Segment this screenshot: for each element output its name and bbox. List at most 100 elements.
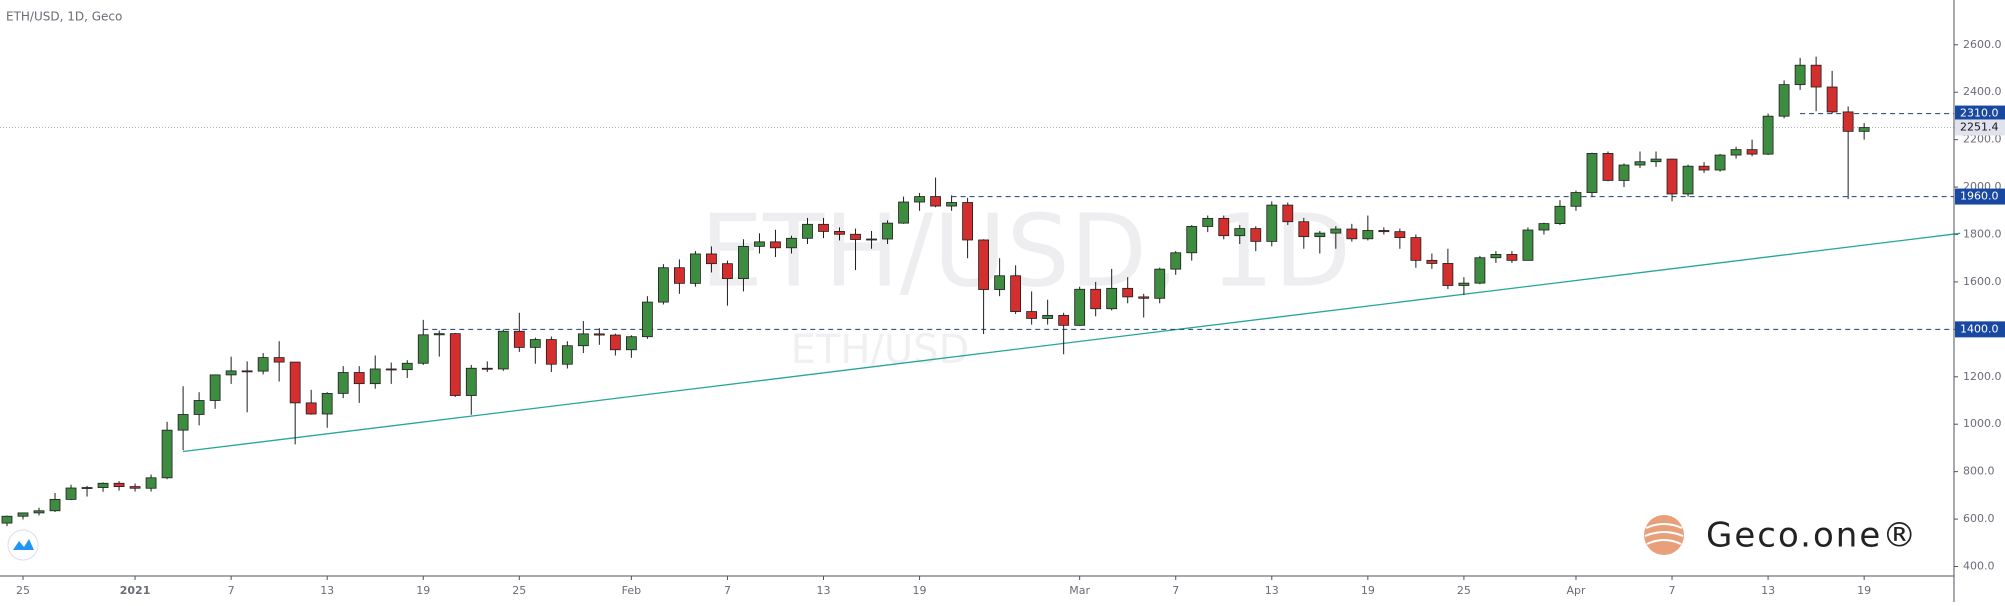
candle-body [866,238,877,241]
candle-body [1330,228,1342,234]
candle-body [257,357,269,372]
candle-body [1090,288,1102,310]
candle-body [1474,257,1486,284]
candle-body [1106,287,1118,310]
candle-body [1698,165,1710,171]
x-tick-label: Mar [1069,584,1090,597]
logo-icon [1644,515,1684,555]
candle-body [1666,158,1678,195]
candle-body [1506,254,1518,261]
x-tick-label: 13 [1265,584,1279,597]
candle-body [1074,288,1086,326]
candle-body [738,245,749,280]
candle-body [305,402,317,415]
candle-body [1122,287,1134,298]
x-tick-label: Feb [622,584,641,597]
candle-body [706,253,717,265]
candle-body [722,263,733,280]
candle-body [1234,228,1246,237]
candle-body [33,510,45,514]
candle-body [1202,217,1214,227]
candle-body [1,515,13,524]
candle-body [577,333,589,347]
candle-body [1826,86,1838,113]
candle-body [690,253,701,284]
candle-body [674,267,685,284]
level-label-box [1955,321,2005,338]
x-tick-label: 13 [320,584,334,597]
candle-body [978,239,989,290]
x-tick-label: 7 [1669,584,1676,597]
candle-body [962,202,973,241]
tv-icon [7,529,39,561]
candle-body [1218,217,1230,237]
candle-body [1314,232,1326,238]
candle-body [1778,84,1790,117]
candle-body [1650,158,1662,163]
candle-body [1490,254,1502,259]
candle-body [513,330,525,348]
candle-body [289,361,301,404]
candle-body [1442,263,1454,286]
candle-body [1618,164,1630,181]
candle-body [97,482,109,488]
candle-body [1586,153,1598,193]
candle-body [1362,230,1374,240]
y-tick-label: 1800.0 [1963,228,2002,241]
x-tick-label: 19 [913,584,927,597]
chart-title: ETH/USD, 1D, Geco [6,10,122,24]
candle-body [465,367,477,396]
candle-body [1426,259,1438,264]
trendline [183,232,1961,453]
x-tick-label: 13 [1761,584,1775,597]
x-tick-label: 25 [16,584,30,597]
x-tick-label: 19 [1857,584,1871,597]
candle-body [930,196,941,207]
candle-body [786,237,797,249]
candle-body [161,429,173,479]
last-price-box [1955,119,2005,136]
candle-body [1282,204,1294,223]
candle-body [914,196,925,203]
level-label: 2310.0 [1960,107,1999,120]
candle-body [241,370,253,373]
candle-body [1266,204,1278,242]
y-tick-label: 2600.0 [1963,38,2002,51]
candle-body [1042,314,1054,319]
candle-body [1138,296,1150,299]
candle-body [385,368,397,371]
candle-body [593,333,605,336]
candle-body [561,345,573,365]
candle-body [337,372,349,394]
candle-body [129,486,141,489]
candle-body [754,241,765,247]
candle-body [353,372,365,385]
candle-body [1026,311,1038,319]
candle-body [49,498,61,512]
candle-body [770,241,781,249]
candle-body [81,487,93,489]
candle-body [113,482,125,487]
candle-body [401,362,413,371]
candle-body [850,233,861,240]
candle-body [273,357,285,363]
candle-body [1378,230,1390,233]
candle-body [1058,314,1070,326]
candle-body [481,367,493,370]
candle-body [1186,226,1198,254]
candle-body [145,477,157,489]
candle-body [625,336,637,351]
candle-body [1746,149,1758,155]
y-tick-label: 1600.0 [1963,275,2002,288]
candle-body [1394,231,1406,238]
level-label: 1400.0 [1960,322,1999,335]
x-tick-label: 25 [1457,584,1471,597]
candle-body [1250,228,1262,242]
last-price-label: 2251.4 [1960,120,1999,133]
candle-body [946,202,957,207]
candle-body [65,487,77,500]
candle-body [1346,228,1358,240]
x-tick-label: 7 [228,584,235,597]
